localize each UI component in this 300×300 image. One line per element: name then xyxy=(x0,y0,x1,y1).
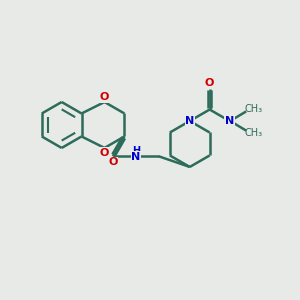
Text: N: N xyxy=(185,116,194,126)
Text: O: O xyxy=(100,148,109,158)
Text: CH₃: CH₃ xyxy=(244,104,262,114)
Text: O: O xyxy=(100,92,109,102)
Text: O: O xyxy=(205,78,214,88)
Text: H: H xyxy=(132,146,140,156)
Text: CH₃: CH₃ xyxy=(244,128,262,138)
Text: O: O xyxy=(108,157,118,167)
Text: N: N xyxy=(131,152,140,162)
Text: N: N xyxy=(225,116,234,126)
